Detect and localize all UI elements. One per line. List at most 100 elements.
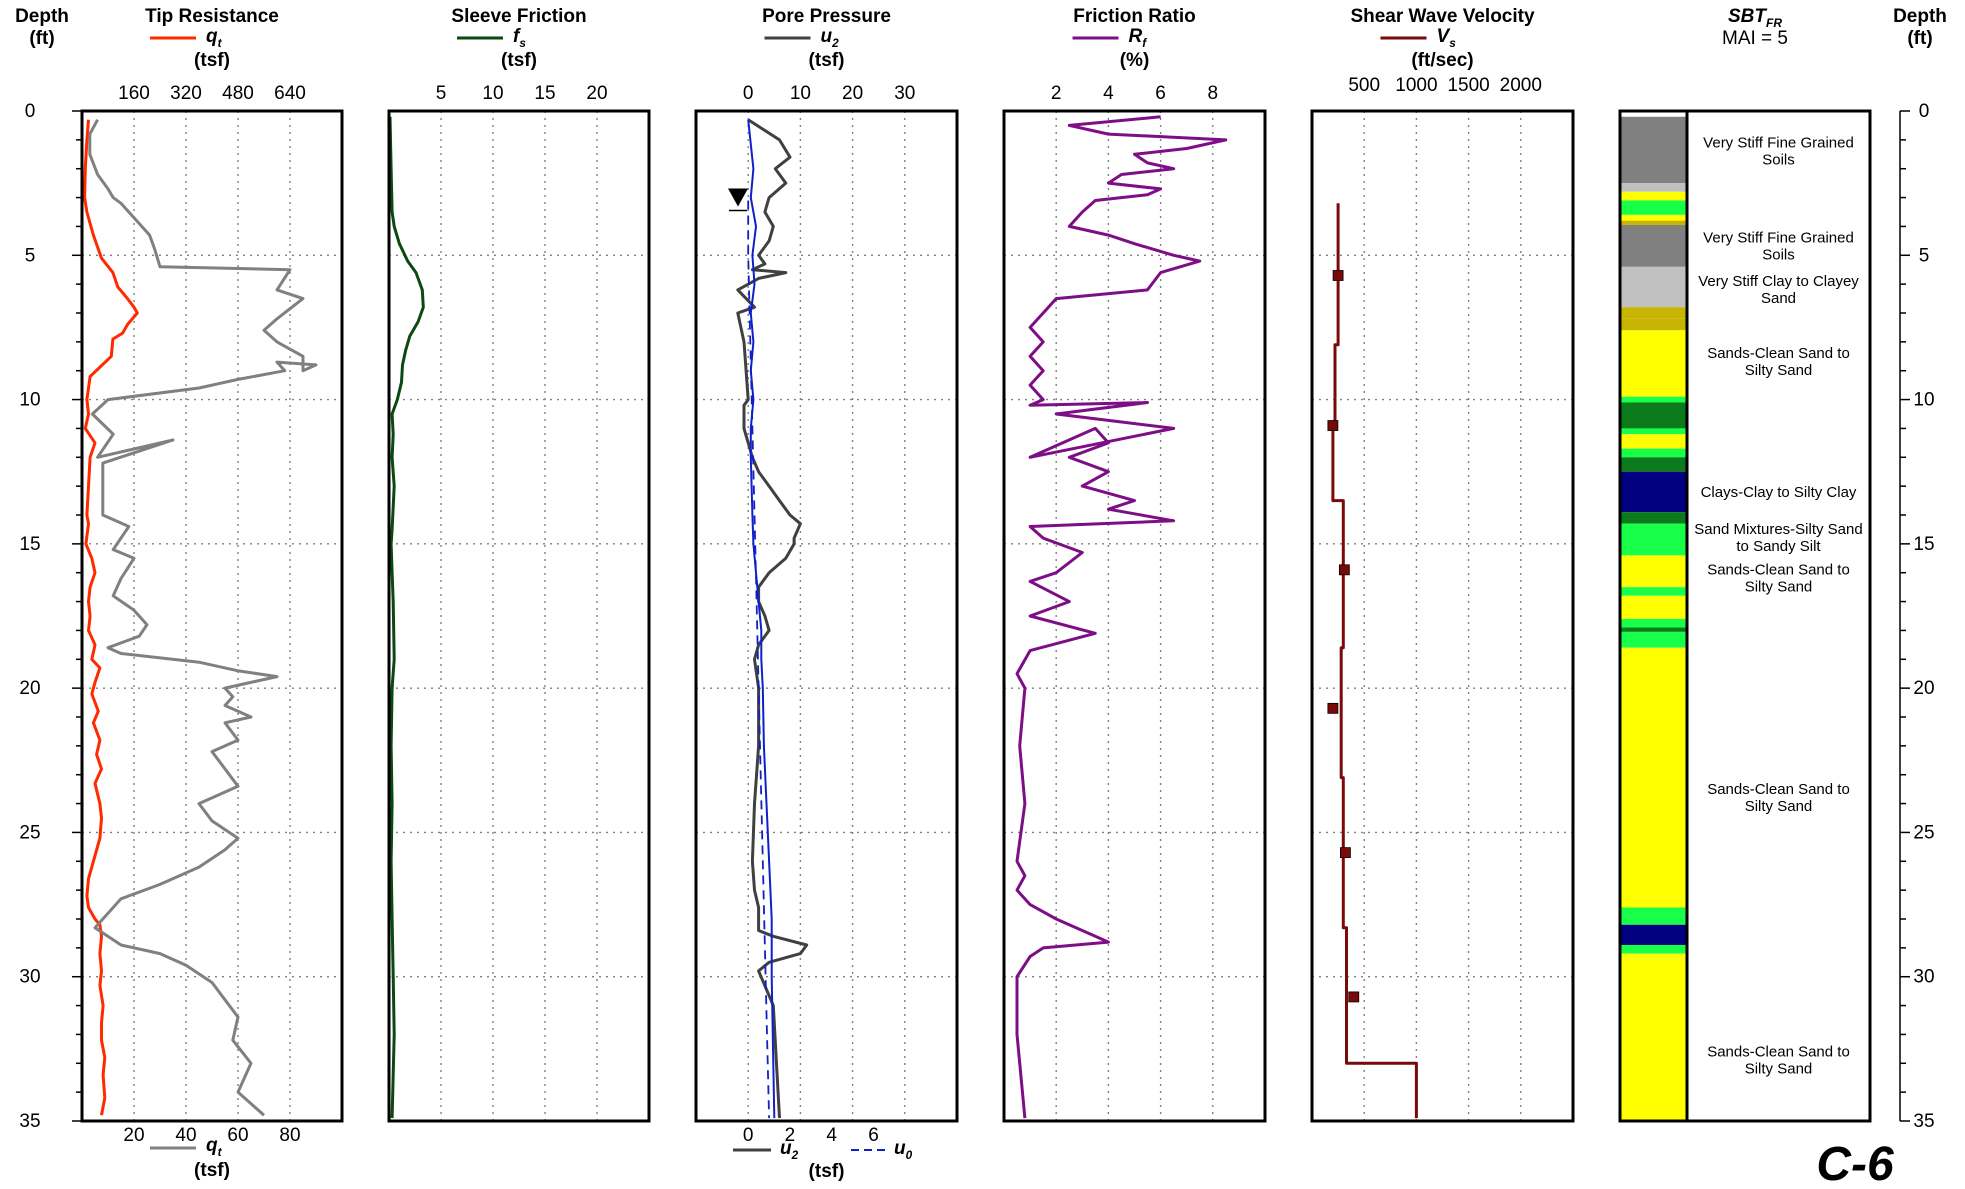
legend-symbol: u2 bbox=[821, 26, 840, 50]
sbt-layer bbox=[1620, 434, 1687, 449]
sbt-layer-label: Soils bbox=[1762, 247, 1795, 264]
sbt-layer-label: Silty Sand bbox=[1745, 798, 1813, 815]
series-line bbox=[389, 116, 425, 1119]
right-depth-tick-label: 10 bbox=[1913, 390, 1934, 411]
sbt-layer bbox=[1620, 428, 1687, 435]
top-tick-label: 2 bbox=[1051, 83, 1062, 104]
right-depth-title: Depth bbox=[1893, 6, 1947, 27]
sbt-layer bbox=[1620, 307, 1687, 319]
series-line bbox=[83, 119, 139, 1116]
sbt-layer bbox=[1620, 220, 1687, 225]
sbt-layer bbox=[1620, 471, 1687, 513]
series-line bbox=[747, 119, 776, 1119]
sbt-layer bbox=[1620, 959, 1687, 1121]
sbt-layer bbox=[1620, 266, 1687, 308]
sbt-layer bbox=[1620, 512, 1687, 524]
legend-unit: (tsf) bbox=[194, 50, 230, 71]
right-depth-tick-label: 25 bbox=[1913, 822, 1934, 843]
sbt-layer bbox=[1620, 647, 1687, 908]
sbt-layer bbox=[1620, 183, 1687, 192]
sbt-layer-label: Very Stiff Fine Grained bbox=[1703, 230, 1854, 247]
legend-unit: (ft/sec) bbox=[1411, 50, 1473, 71]
top-tick-label: 0 bbox=[743, 83, 754, 104]
right-depth-tick-label: 5 bbox=[1919, 245, 1930, 266]
top-tick-label: 8 bbox=[1208, 83, 1219, 104]
legend-symbol: fs bbox=[513, 26, 526, 50]
sbt-layer bbox=[1620, 944, 1687, 954]
top-tick-label: 2000 bbox=[1500, 75, 1542, 96]
vs-test-point bbox=[1332, 270, 1344, 281]
panel-frame bbox=[694, 109, 959, 1123]
sbt-layer-label: Very Stiff Fine Grained bbox=[1703, 134, 1854, 151]
top-tick-label: 5 bbox=[436, 83, 447, 104]
left-depth-tick-label: 15 bbox=[19, 534, 40, 555]
sbt-layer bbox=[1620, 907, 1687, 925]
sbt-layer-label: Sands-Clean Sand to bbox=[1707, 345, 1850, 362]
left-depth-tick-label: 0 bbox=[25, 101, 36, 122]
sbt-layer-label: to Sandy Silt bbox=[1736, 538, 1821, 555]
vs-test-point bbox=[1340, 847, 1351, 859]
sbt-layer bbox=[1620, 116, 1687, 184]
sbt-layer bbox=[1620, 523, 1687, 556]
sbt-layer-label: Clays-Clay to Silty Clay bbox=[1701, 484, 1857, 501]
figure-id: C-6 bbox=[1816, 1138, 1894, 1189]
top-tick-label: 4 bbox=[1103, 83, 1114, 104]
panel-frame bbox=[387, 109, 651, 1123]
top-tick-label: 10 bbox=[790, 83, 811, 104]
vs-test-point bbox=[1338, 564, 1350, 576]
panel-frame bbox=[1310, 109, 1575, 1123]
top-tick-label: 500 bbox=[1348, 75, 1380, 96]
sbt-layer bbox=[1620, 595, 1687, 619]
sbt-layer bbox=[1620, 618, 1687, 628]
left-depth-tick-label: 10 bbox=[19, 390, 40, 411]
sbt-layer-label: Sand bbox=[1761, 290, 1796, 307]
sbt-layer-label: Sand Mixtures-Silty Sand bbox=[1694, 521, 1862, 538]
sbt-layer bbox=[1620, 631, 1687, 648]
right-depth-tick-label: 35 bbox=[1913, 1111, 1934, 1132]
u0-legend-symbol: u0 bbox=[894, 1138, 913, 1162]
sbt-layer bbox=[1620, 953, 1687, 960]
right-depth-tick-label: 20 bbox=[1913, 678, 1934, 699]
top-tick-label: 20 bbox=[586, 83, 607, 104]
bottom-legend-unit: (tsf) bbox=[809, 1161, 845, 1182]
top-tick-label: 15 bbox=[534, 83, 555, 104]
bottom-tick-label: 4 bbox=[826, 1125, 837, 1146]
sbt-layer bbox=[1620, 191, 1687, 201]
bottom-tick-label: 60 bbox=[227, 1125, 248, 1146]
left-depth-tick-label: 35 bbox=[19, 1111, 40, 1132]
sbt-layer-label: Silty Sand bbox=[1745, 1060, 1813, 1077]
sbt-frame bbox=[1618, 109, 1872, 1123]
series-line bbox=[1331, 203, 1418, 1119]
left-depth-tick-label: 20 bbox=[19, 678, 40, 699]
legend-unit: (tsf) bbox=[501, 50, 537, 71]
legend-symbol: Rf bbox=[1129, 26, 1148, 50]
sbt-layer-label: Sands-Clean Sand to bbox=[1707, 1043, 1850, 1060]
sbt-layer bbox=[1620, 402, 1687, 429]
left-depth-unit: (ft) bbox=[29, 28, 54, 49]
panel-frame bbox=[1002, 109, 1267, 1123]
panel-title: Pore Pressure bbox=[762, 6, 891, 27]
sbt-layer-label: Sands-Clean Sand to bbox=[1707, 781, 1850, 798]
top-tick-label: 1500 bbox=[1447, 75, 1489, 96]
bottom-legend-symbol: qt bbox=[206, 1135, 223, 1159]
vs-test-point bbox=[1348, 991, 1360, 1003]
vs-test-point bbox=[1327, 420, 1339, 431]
sbt-layer bbox=[1620, 200, 1687, 215]
bottom-tick-label: 80 bbox=[279, 1125, 300, 1146]
top-tick-label: 320 bbox=[170, 83, 202, 104]
bottom-tick-label: 6 bbox=[868, 1125, 879, 1146]
vs-test-point bbox=[1327, 702, 1339, 714]
top-tick-label: 1000 bbox=[1395, 75, 1437, 96]
legend-unit: (%) bbox=[1120, 50, 1150, 71]
sbt-layer bbox=[1620, 457, 1687, 472]
sbt-layer bbox=[1620, 587, 1687, 596]
bottom-tick-label: 40 bbox=[175, 1125, 196, 1146]
sbt-layer bbox=[1620, 214, 1687, 221]
sbt-layer-label: Silty Sand bbox=[1745, 362, 1813, 379]
right-depth-tick-label: 30 bbox=[1913, 967, 1934, 988]
